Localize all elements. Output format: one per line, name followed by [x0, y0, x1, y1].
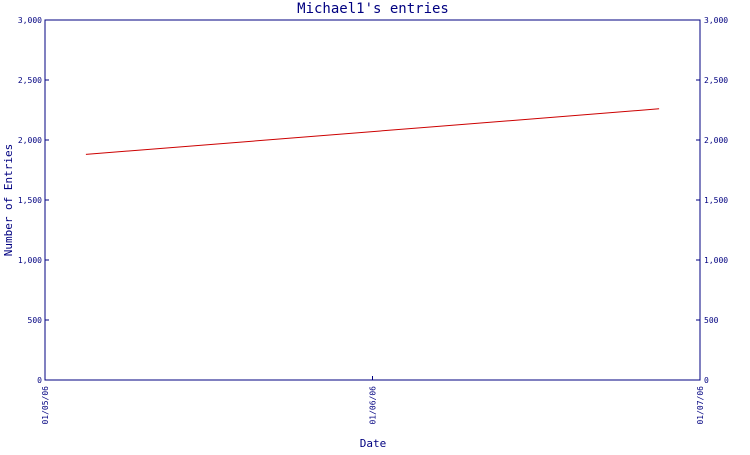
y-tick-label-left: 1,000 [18, 256, 42, 265]
y-tick-label-right: 0 [704, 376, 709, 385]
y-tick-label-right: 2,500 [704, 76, 728, 85]
plot-frame [44, 19, 701, 381]
y-tick-label-right: 1,000 [704, 256, 728, 265]
y-tick-label-left: 1,500 [18, 196, 42, 205]
series [85, 108, 660, 155]
y-tick-label-left: 500 [28, 316, 43, 325]
y-tick-label-right: 2,000 [704, 136, 728, 145]
ticks: 0 0 500 500 1,000 1,000 1,500 1,500 2,000 2,000 2,… [18, 16, 728, 425]
y-axis-label: Number of Entries [2, 144, 15, 257]
y-tick-label-right: 3,000 [704, 16, 728, 25]
x-tick-label: 01/05/06 [41, 386, 50, 425]
y-tick-label-left: 2,000 [18, 136, 42, 145]
y-tick-label-left: 0 [37, 376, 42, 385]
y-tick-label-left: 2,500 [18, 76, 42, 85]
y-tick-label-left: 3,000 [18, 16, 42, 25]
y-tick-label-right: 500 [704, 316, 719, 325]
x-tick-label: 01/07/06 [696, 386, 705, 425]
chart-title: Michael1's entries [297, 1, 449, 17]
y-tick-label-right: 1,500 [704, 196, 728, 205]
series-line [85, 108, 660, 155]
x-axis-label: Date [360, 437, 387, 450]
x-tick-label: 01/06/06 [369, 386, 378, 425]
axes [44, 19, 701, 381]
